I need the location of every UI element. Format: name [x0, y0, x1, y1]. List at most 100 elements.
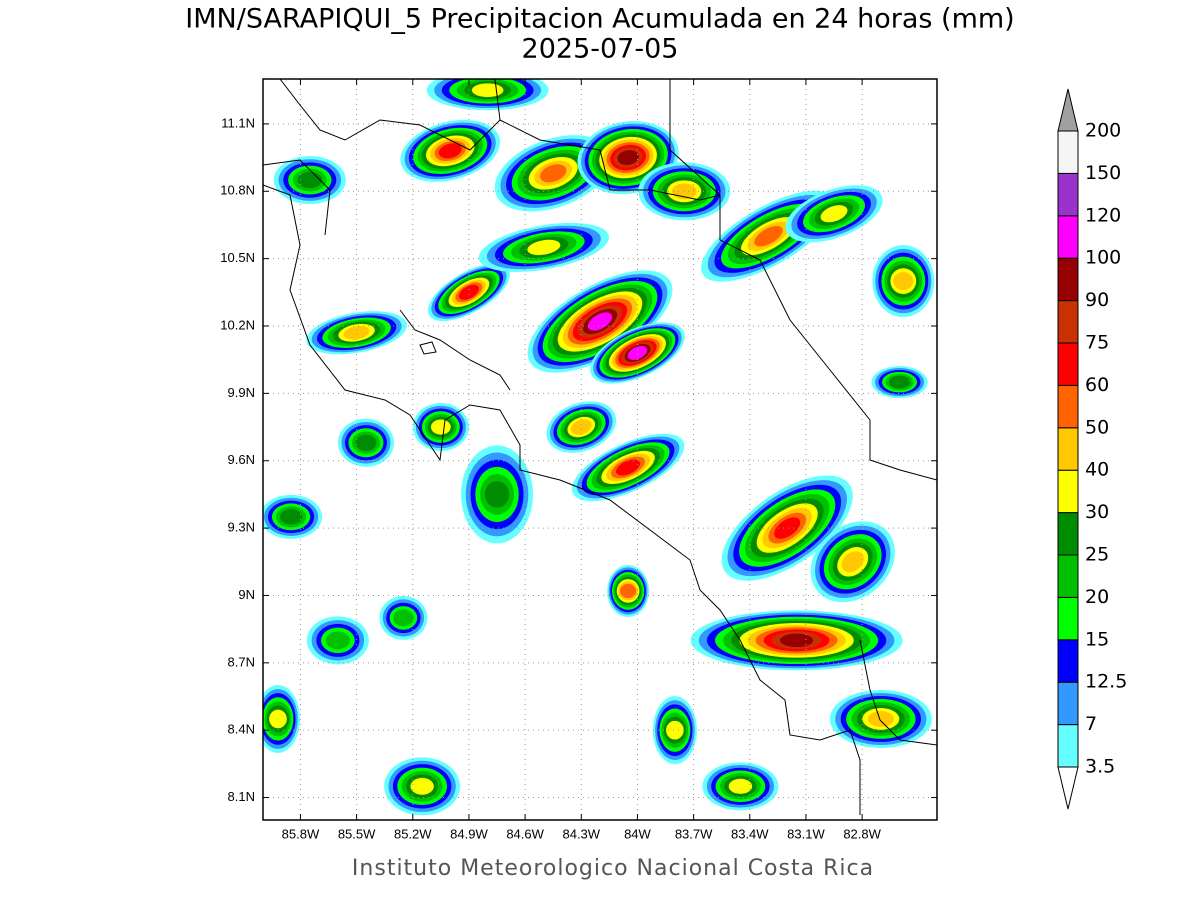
colorbar-label: 100	[1085, 247, 1121, 269]
colorbar-swatch	[1057, 215, 1079, 259]
colorbar-label: 15	[1085, 628, 1109, 650]
colorbar-swatch	[1057, 681, 1079, 726]
precip-contour	[269, 709, 287, 729]
x-tick-label: 83.4W	[731, 826, 769, 841]
border	[499, 119, 937, 481]
precip-contour	[666, 720, 684, 740]
border	[263, 159, 331, 236]
colorbar-swatch	[1057, 554, 1079, 598]
precip-contour	[471, 83, 504, 98]
precip-contour	[841, 551, 864, 573]
coastline	[399, 309, 511, 391]
precip-contour	[893, 272, 914, 291]
colorbar-swatch	[1057, 130, 1079, 174]
colorbar-label: 7	[1085, 713, 1097, 735]
precip-contour	[889, 375, 911, 389]
y-tick-label: 10.2N	[220, 317, 255, 332]
x-tick-label: 83.1W	[787, 826, 825, 841]
precip-contour	[754, 225, 783, 247]
precip-contour	[430, 419, 451, 435]
y-tick-label: 10.8N	[220, 183, 255, 198]
precip-contour	[627, 345, 648, 360]
precip-contour	[820, 205, 848, 223]
y-tick-label: 10.5N	[220, 250, 255, 265]
x-tick-label: 85.2W	[394, 826, 432, 841]
colorbar-label: 75	[1085, 332, 1109, 354]
border	[669, 79, 721, 196]
colorbar-label: 40	[1085, 459, 1109, 481]
y-tick-label: 9.3N	[228, 520, 255, 535]
x-tick-label: 84W	[624, 826, 651, 841]
y-tick-label: 9.6N	[228, 452, 255, 467]
colorbar-swatch	[1057, 172, 1079, 217]
coastline	[419, 341, 437, 355]
colorbar-label: 60	[1085, 374, 1109, 396]
y-tick-label: 8.4N	[228, 722, 255, 737]
precip-contour	[616, 459, 641, 476]
precip-contour	[728, 778, 753, 794]
x-tick-label: 82.8W	[843, 826, 881, 841]
y-tick-label: 8.7N	[228, 654, 255, 669]
colorbar-swatch	[1057, 469, 1079, 514]
precip-contour	[780, 633, 814, 648]
colorbar-label: 25	[1085, 544, 1109, 566]
colorbar-swatch	[1057, 257, 1079, 302]
x-tick-label: 84.9W	[450, 826, 488, 841]
colorbar-label: 200	[1085, 120, 1121, 142]
precip-contour	[410, 777, 434, 795]
colorbar-swatch	[1057, 384, 1079, 429]
x-tick-label: 84.6W	[506, 826, 544, 841]
colorbar-label: 120	[1085, 204, 1121, 226]
precip-contour	[617, 150, 639, 166]
precip-contour	[458, 284, 479, 300]
coastlines	[263, 79, 937, 815]
colorbar-label: 50	[1085, 416, 1109, 438]
colorbar-over	[1057, 88, 1079, 132]
precip-contour	[619, 583, 637, 599]
colorbar: 3.5 7 12.5 15 20 25 30 40 50 60 75 90 100 120 150 200	[1057, 88, 1127, 810]
y-tick-label: 11.1N	[221, 115, 255, 130]
title: IMN/SARAPIQUI_5 Precipitacion Acumulada …	[185, 4, 1014, 35]
subtitle: 2025-07-05	[522, 34, 679, 65]
footer: Instituto Meteorologico Nacional Costa R…	[352, 856, 874, 881]
precip-contour	[279, 509, 303, 525]
colorbar-label: 3.5	[1085, 756, 1115, 778]
colorbar-swatch	[1057, 427, 1079, 471]
precip-contour	[438, 143, 462, 159]
precip-contour	[570, 419, 592, 435]
precip-contour	[774, 517, 801, 539]
y-tick-label: 9.9N	[228, 385, 255, 400]
precip-contour	[867, 711, 894, 727]
border	[859, 639, 937, 746]
colorbar-swatch	[1057, 342, 1079, 386]
y-tick-label: 9N	[238, 587, 255, 602]
colorbar-label: 20	[1085, 586, 1109, 608]
precip-contour	[297, 171, 322, 189]
colorbar-label: 90	[1085, 289, 1109, 311]
x-tick-label: 83.7W	[675, 826, 713, 841]
colorbar-label: 12.5	[1085, 671, 1127, 693]
axes: 85.8W 85.5W 85.2W 84.9W 84.6W 84.3W 84W 83.7W 83…	[220, 79, 937, 841]
precipitation-field	[263, 79, 935, 816]
precip-contour	[343, 325, 370, 340]
precip-contour	[325, 631, 351, 650]
x-tick-label: 85.8W	[282, 826, 320, 841]
x-tick-label: 84.3W	[562, 826, 600, 841]
precip-contour	[393, 609, 414, 627]
precip-contour	[484, 481, 510, 508]
colorbar-swatch	[1057, 512, 1079, 556]
grid	[263, 79, 937, 820]
colorbar-swatch	[1057, 300, 1079, 344]
colorbar-under	[1057, 766, 1079, 810]
colorbar-swatch	[1057, 639, 1079, 683]
colorbar-swatch	[1057, 724, 1079, 768]
border	[279, 79, 501, 151]
map-frame	[262, 78, 938, 821]
precip-contour	[355, 434, 377, 451]
y-tick-label: 8.1N	[228, 789, 255, 804]
colorbar-label: 150	[1085, 162, 1121, 184]
colorbar-swatch	[1057, 596, 1079, 641]
x-tick-label: 85.5W	[338, 826, 376, 841]
